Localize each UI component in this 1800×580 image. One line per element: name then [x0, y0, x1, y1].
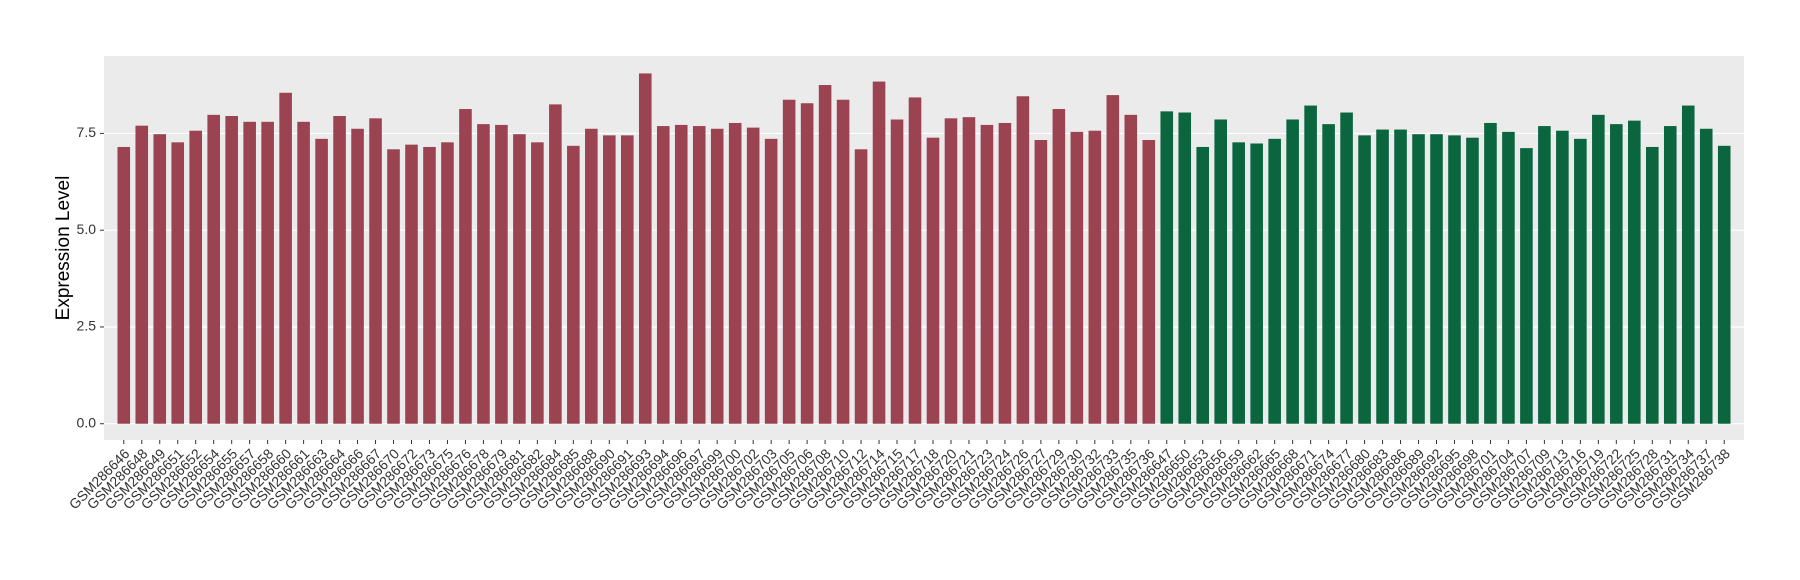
y-axis-title: Expression Level [53, 176, 74, 321]
bar [387, 149, 400, 424]
bar [1052, 109, 1066, 424]
bar [818, 85, 832, 424]
panel [104, 56, 1744, 440]
bar [297, 121, 310, 424]
bar [315, 138, 328, 424]
bar [1034, 140, 1048, 424]
bar [1448, 135, 1461, 424]
bar [1717, 145, 1731, 424]
y-tick-label: 5.0 [77, 221, 97, 237]
bar [1538, 126, 1551, 424]
bar [135, 125, 149, 424]
bar [459, 109, 472, 424]
bar [710, 128, 724, 424]
bar [1124, 114, 1138, 424]
bar [189, 130, 203, 424]
bar [333, 116, 346, 424]
bar [207, 114, 220, 424]
bar [1088, 130, 1102, 424]
bar [638, 73, 652, 424]
y-tick-label: 0.0 [77, 414, 97, 430]
y-tick-label: 2.5 [77, 318, 97, 334]
bar [1574, 138, 1587, 424]
bar [1394, 129, 1407, 424]
bar [728, 122, 742, 424]
bar [1628, 120, 1641, 424]
bar [836, 99, 850, 424]
bar [1106, 95, 1120, 424]
bar [1016, 96, 1030, 424]
bar [1160, 111, 1174, 424]
bar [171, 142, 185, 424]
bar [1466, 137, 1479, 424]
bar [854, 149, 868, 424]
bar [1520, 148, 1533, 424]
y-tick-label: 7.5 [77, 124, 97, 140]
bar [1592, 114, 1605, 424]
bar [261, 121, 274, 424]
bar [243, 121, 256, 424]
bar [800, 103, 814, 424]
bar [1268, 138, 1281, 424]
bar [153, 134, 167, 424]
bar [908, 97, 922, 424]
bar [1663, 126, 1677, 424]
bar [567, 145, 580, 424]
bar [585, 128, 598, 424]
bar [1610, 124, 1623, 424]
bar [926, 137, 940, 424]
bar [513, 134, 526, 424]
bar [423, 146, 436, 424]
bar [405, 144, 418, 424]
bar [1304, 105, 1317, 424]
bar [1250, 143, 1263, 424]
bar [962, 117, 976, 424]
bar [1142, 140, 1156, 424]
bar [692, 126, 706, 424]
bar [1196, 146, 1210, 424]
bar [656, 126, 670, 424]
bar [1322, 124, 1335, 424]
bar [603, 135, 616, 424]
bar [1430, 134, 1443, 424]
bar [890, 119, 904, 424]
bar [531, 142, 544, 424]
bar [477, 124, 490, 424]
bar [351, 128, 364, 424]
bar [620, 135, 634, 424]
bar [782, 99, 796, 424]
bar [117, 146, 131, 424]
bar [441, 142, 454, 424]
bar [225, 116, 238, 424]
bar [944, 118, 958, 424]
bar [1412, 134, 1425, 424]
bar [279, 92, 292, 424]
bar [1232, 142, 1245, 424]
bar [1178, 112, 1192, 424]
bar [1556, 130, 1569, 424]
bar [998, 122, 1012, 424]
bar [674, 124, 688, 424]
bar [495, 124, 508, 424]
bar [1699, 128, 1713, 424]
bar [1681, 105, 1695, 424]
bar [1070, 131, 1084, 424]
bar [1502, 131, 1515, 424]
bar [549, 104, 562, 424]
bar [1645, 146, 1659, 424]
bar [369, 118, 382, 424]
bar [872, 81, 886, 424]
bar [1214, 119, 1228, 424]
bar [1376, 129, 1389, 424]
bar [1340, 112, 1353, 424]
bar [1358, 135, 1371, 424]
bar [1286, 119, 1299, 424]
bar [1484, 122, 1497, 424]
bar [980, 124, 994, 424]
bar [764, 138, 778, 424]
bar [746, 127, 760, 424]
